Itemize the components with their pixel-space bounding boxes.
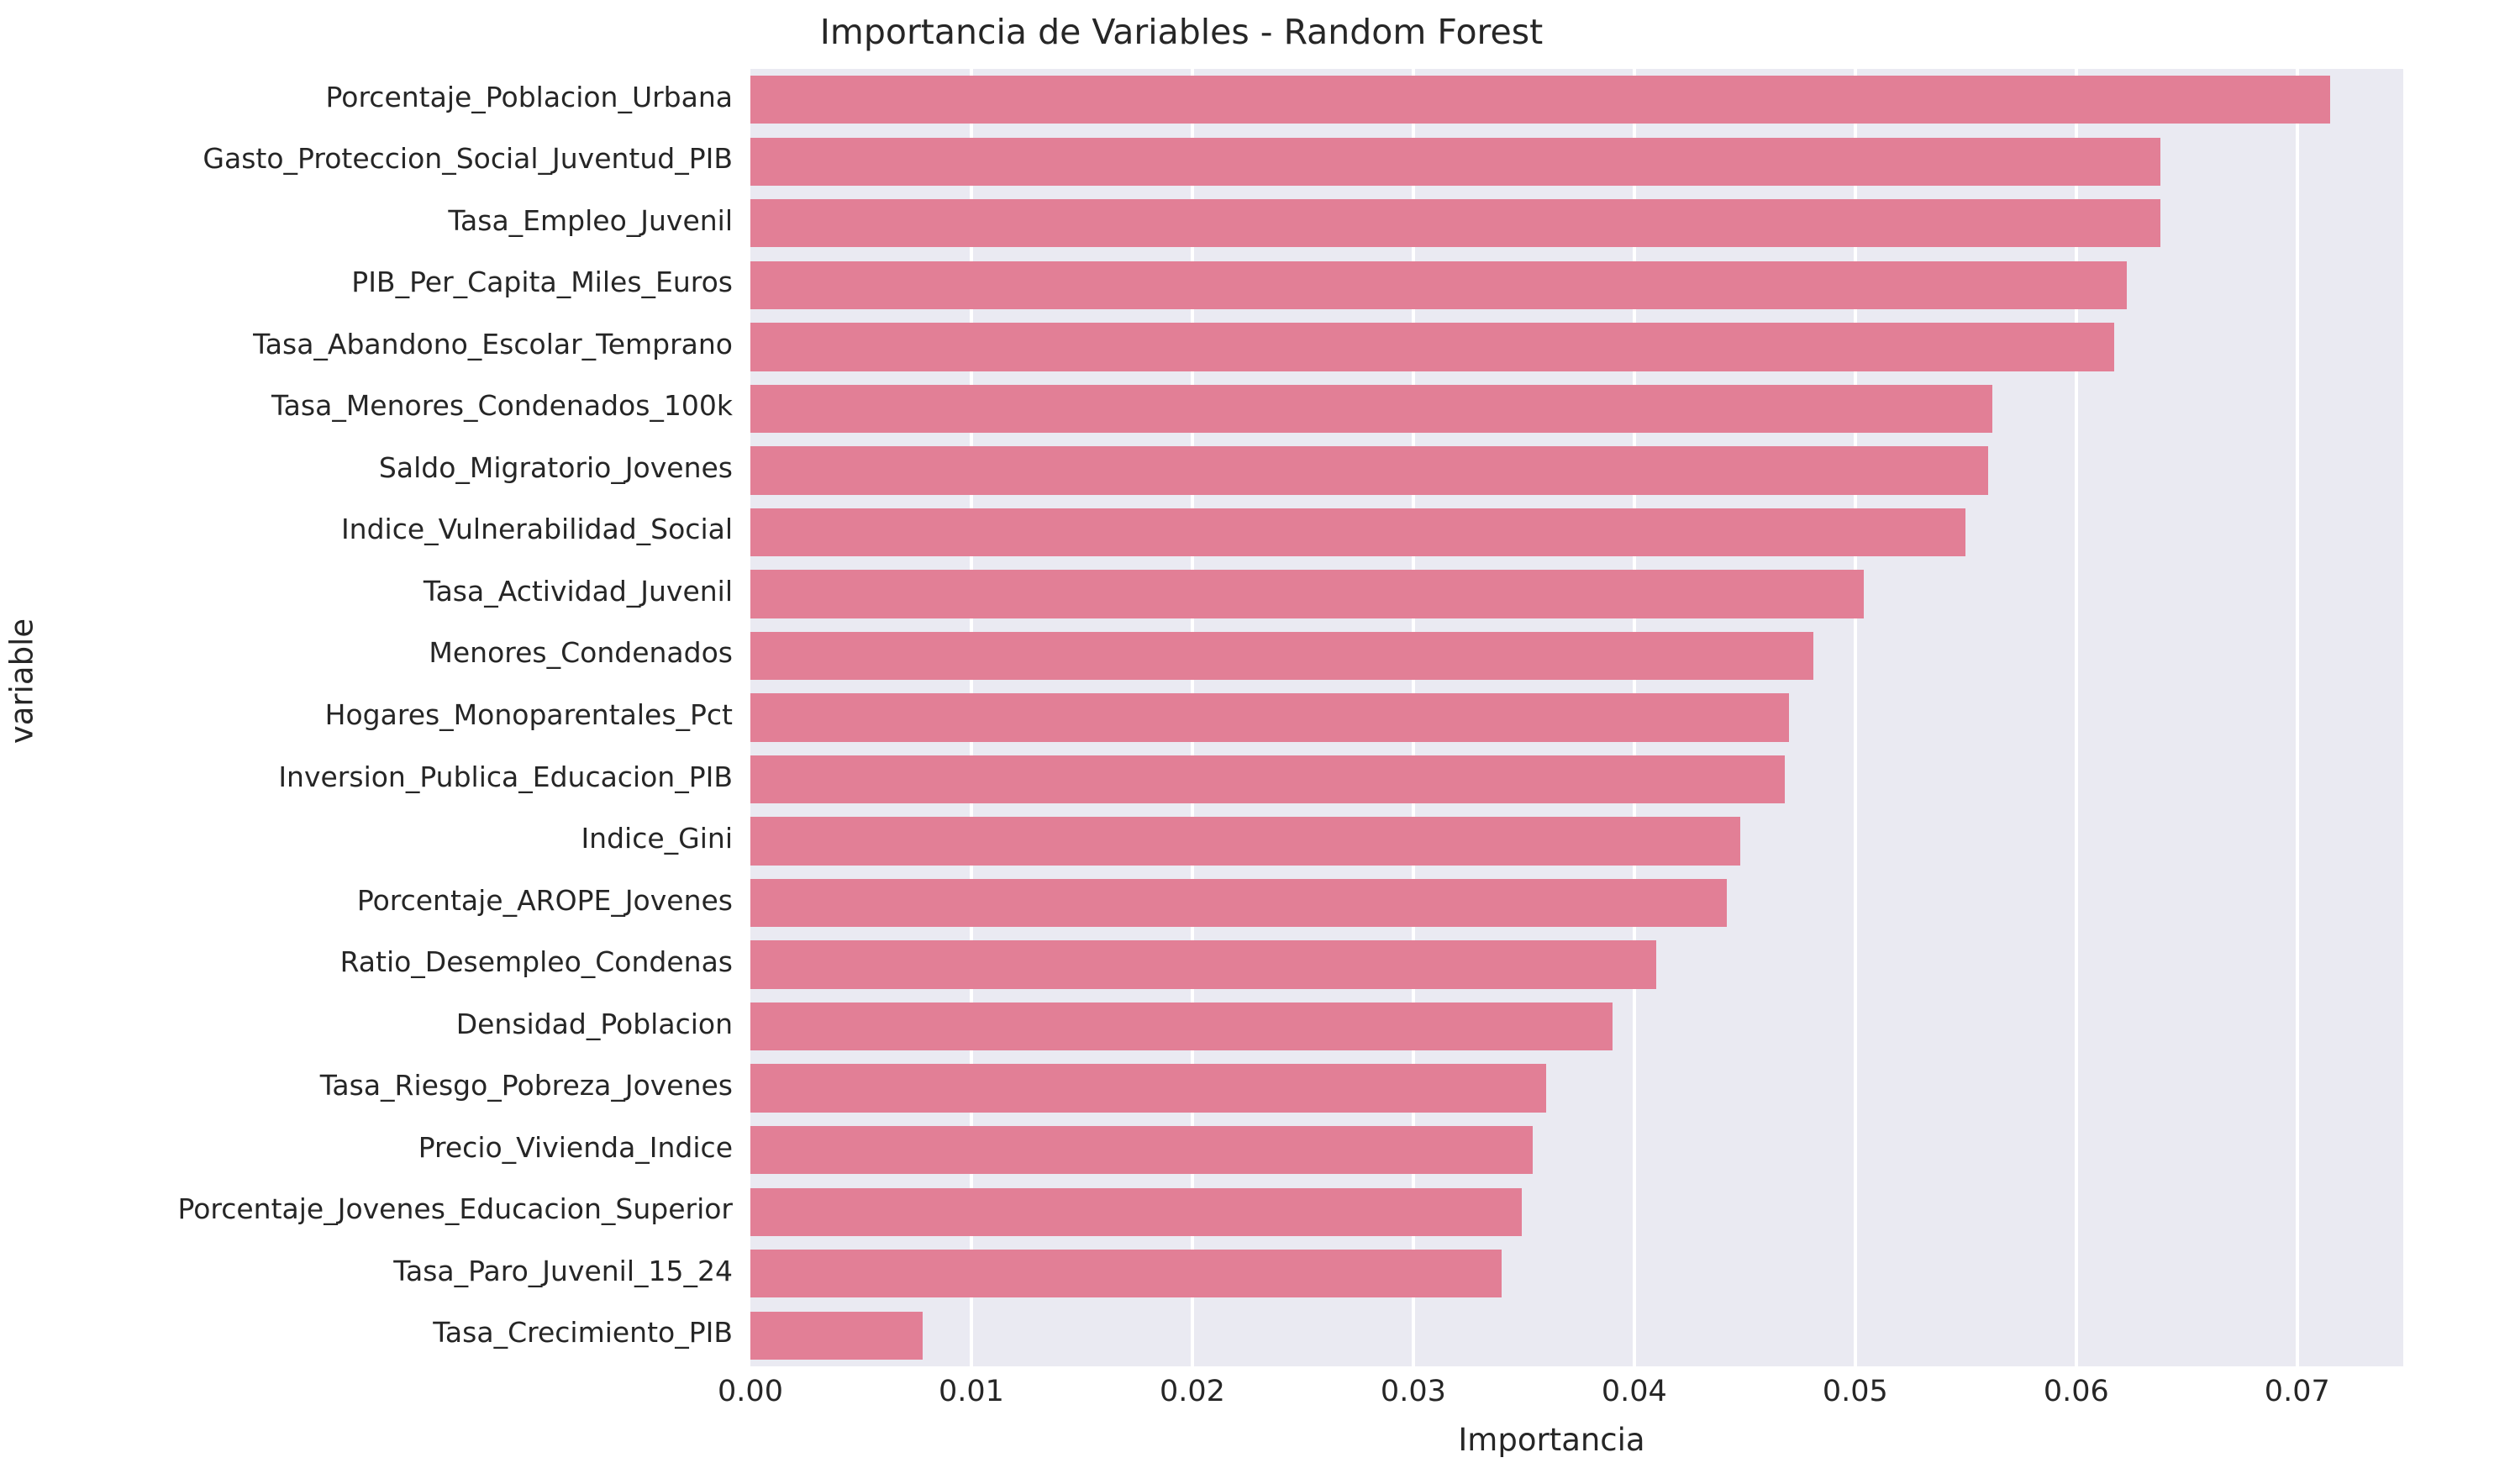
y-tick-label: Porcentaje_Poblacion_Urbana [325, 80, 733, 113]
bar-row[interactable] [750, 199, 2403, 248]
chart-title-text: Importancia de Variables - Random Forest [819, 12, 1544, 52]
x-tick-label: 0.06 [2043, 1375, 2109, 1408]
y-tick-label: Densidad_Poblacion [455, 1007, 733, 1040]
y-tick-label: Tasa_Crecimiento_PIB [433, 1316, 733, 1350]
bar[interactable] [750, 1125, 1533, 1175]
bar-row[interactable] [750, 693, 2403, 742]
bar[interactable] [750, 1311, 923, 1360]
y-tick-label: Tasa_Empleo_Juvenil [448, 203, 733, 237]
bar[interactable] [750, 199, 2160, 248]
y-tick-label: Porcentaje_Jovenes_Educacion_Superior [177, 1192, 733, 1226]
bar-row[interactable] [750, 137, 2403, 186]
bar-row[interactable] [750, 1311, 2403, 1360]
bar-row[interactable] [750, 631, 2403, 681]
bar-row[interactable] [750, 817, 2403, 866]
x-gridline [2074, 69, 2078, 1366]
bar[interactable] [750, 1250, 1502, 1298]
y-tick-label: Tasa_Menores_Condenados_100k [271, 389, 733, 423]
bar[interactable] [750, 693, 1789, 742]
x-tick-label: 0.02 [1159, 1375, 1225, 1408]
bar-row[interactable] [750, 755, 2403, 804]
y-tick-label: Indice_Vulnerabilidad_Social [340, 513, 733, 546]
bar[interactable] [750, 1002, 1613, 1051]
bar[interactable] [750, 137, 2160, 186]
bar-row[interactable] [750, 260, 2403, 309]
y-tick-label: Tasa_Paro_Juvenil_15_24 [393, 1254, 733, 1287]
y-tick-label: Tasa_Actividad_Juvenil [423, 574, 733, 608]
y-tick-label: PIB_Per_Capita_Miles_Euros [351, 266, 733, 299]
x-axis-label: Importancia [1458, 1422, 1645, 1458]
y-tick-label: Tasa_Riesgo_Pobreza_Jovenes [319, 1069, 733, 1102]
bar-row[interactable] [750, 1002, 2403, 1051]
bar-row[interactable] [750, 940, 2403, 989]
x-gridline [1853, 69, 1857, 1366]
y-tick-label: Porcentaje_AROPE_Jovenes [356, 883, 733, 917]
x-tick-label: 0.04 [1601, 1375, 1667, 1408]
bar[interactable] [750, 323, 2114, 371]
bar[interactable] [750, 570, 1865, 618]
x-tick-label: 0.03 [1380, 1375, 1446, 1408]
y-tick-label: Ratio_Desempleo_Condenas [339, 945, 733, 979]
chart-title: Importancia de Variables - Random Forest [0, 12, 2494, 52]
y-tick-label: Indice_Gini [581, 822, 733, 855]
y-tick-label: Inversion_Publica_Educacion_PIB [278, 760, 733, 793]
x-gridline [2295, 69, 2299, 1366]
x-tick-label: 0.07 [2264, 1375, 2330, 1408]
bar[interactable] [750, 878, 1728, 928]
bar-row[interactable] [750, 446, 2403, 495]
bar-row[interactable] [750, 323, 2403, 371]
bar[interactable] [750, 1187, 1522, 1236]
y-tick-label: Gasto_Proteccion_Social_Juventud_PIB [203, 142, 733, 176]
bar-row[interactable] [750, 570, 2403, 618]
bar-row[interactable] [750, 1064, 2403, 1113]
bar[interactable] [750, 631, 1813, 681]
bar[interactable] [750, 446, 1988, 495]
y-tick-label: Menores_Condenados [429, 636, 733, 670]
bar-row[interactable] [750, 76, 2403, 124]
x-tick-label: 0.00 [718, 1375, 783, 1408]
y-tick-label: Tasa_Abandono_Escolar_Temprano [253, 327, 733, 360]
plot-area [750, 69, 2403, 1366]
bar[interactable] [750, 817, 1741, 866]
bar[interactable] [750, 76, 2331, 124]
y-tick-label: Hogares_Monoparentales_Pct [324, 698, 733, 731]
bar-row[interactable] [750, 384, 2403, 434]
bar[interactable] [750, 508, 1966, 557]
x-tick-label: 0.01 [938, 1375, 1004, 1408]
bar[interactable] [750, 1064, 1546, 1113]
bar-row[interactable] [750, 1125, 2403, 1175]
y-tick-label: Saldo_Migratorio_Jovenes [378, 450, 733, 484]
y-axis-label: variable [3, 618, 40, 745]
y-tick-label: Precio_Vivienda_Indice [418, 1130, 733, 1164]
bar-row[interactable] [750, 508, 2403, 557]
bar-row[interactable] [750, 1187, 2403, 1236]
bar[interactable] [750, 755, 1785, 804]
bar[interactable] [750, 384, 1992, 434]
x-tick-label: 0.05 [1822, 1375, 1888, 1408]
bar[interactable] [750, 260, 2128, 309]
bar-row[interactable] [750, 878, 2403, 928]
bar[interactable] [750, 940, 1657, 989]
bar-row[interactable] [750, 1250, 2403, 1298]
